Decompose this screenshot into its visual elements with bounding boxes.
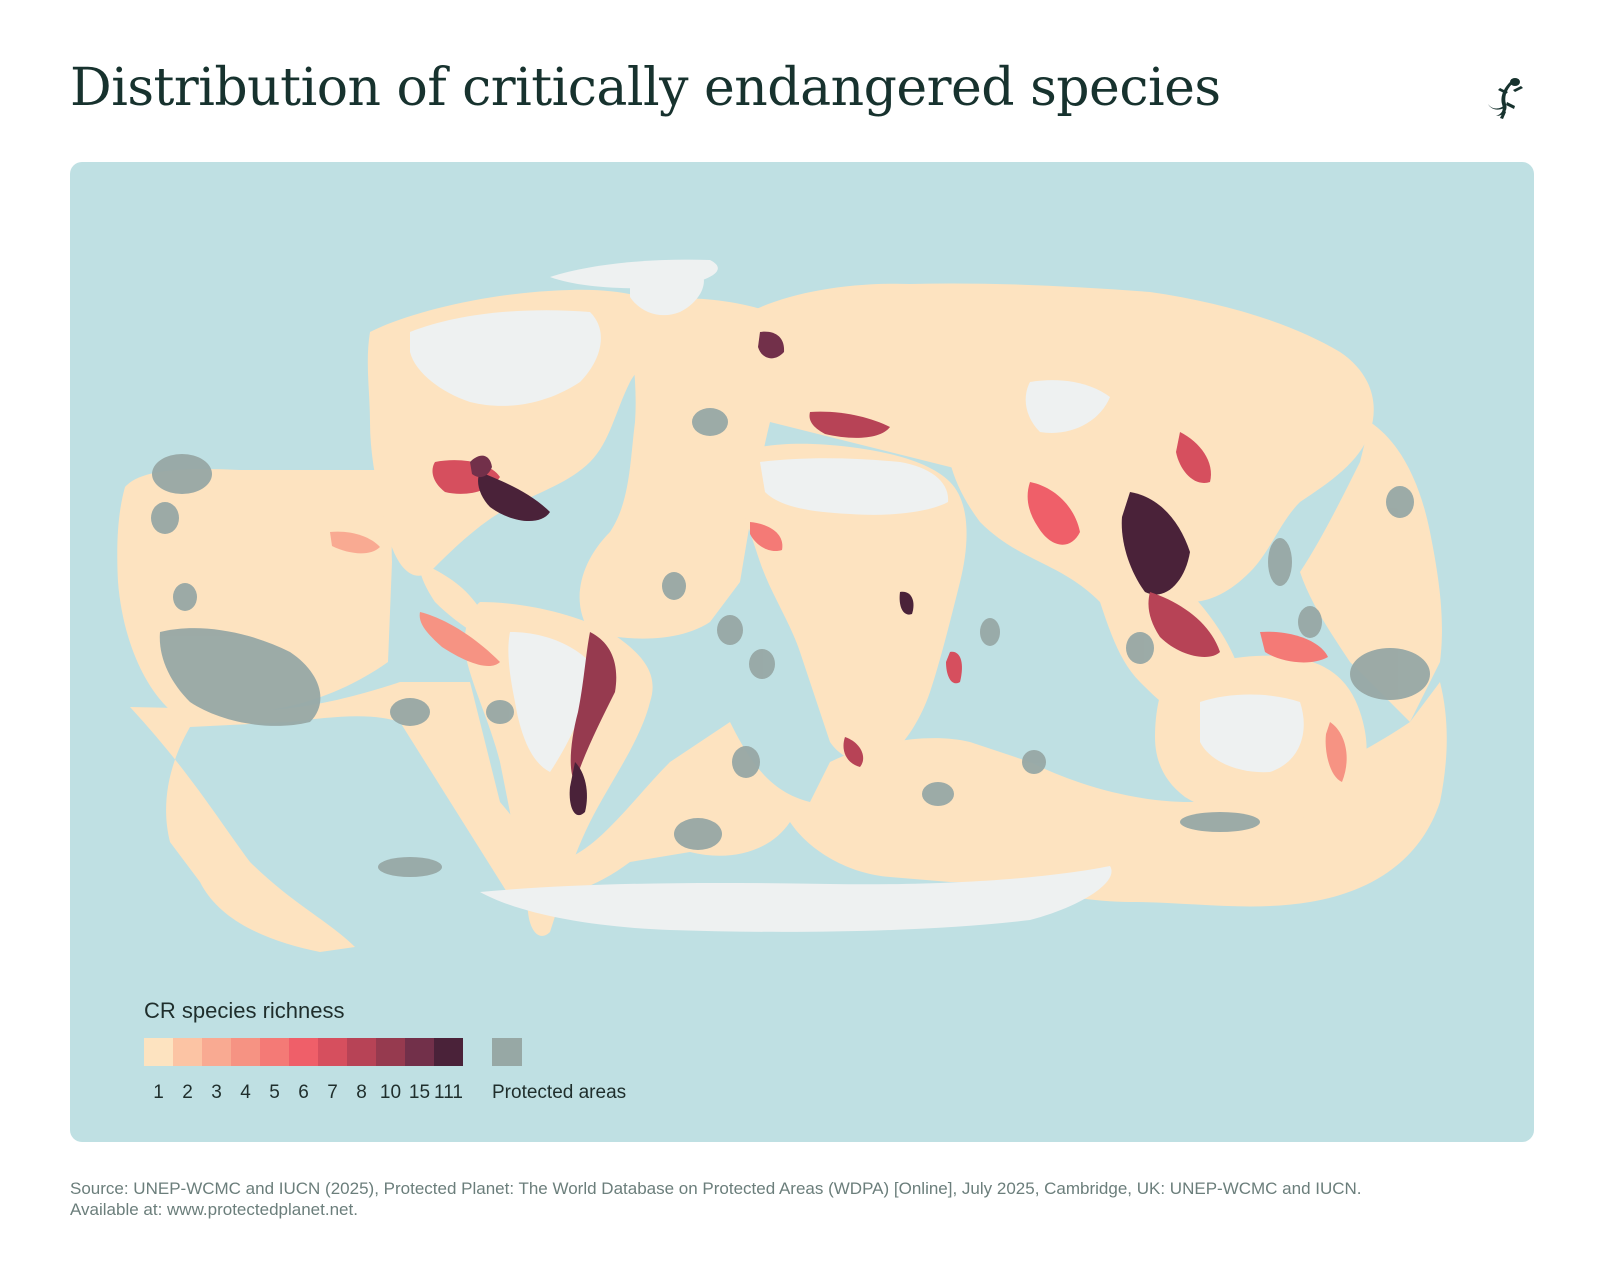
- protected-area: [378, 857, 442, 877]
- south-asia: [950, 462, 1243, 722]
- hotspot-madagascar: [946, 651, 962, 684]
- legend-class-label: 2: [182, 1082, 193, 1103]
- protected-area: [173, 583, 197, 611]
- world-map: [117, 259, 1447, 952]
- hotspot-southeast-asia: [1121, 492, 1190, 595]
- protected-area: [1298, 606, 1322, 638]
- central-asia: [1025, 380, 1110, 433]
- protected-area: [717, 615, 743, 645]
- legend-swatch: [434, 1038, 463, 1066]
- legend-class-label: 10: [379, 1082, 402, 1103]
- hotspot-argentina: [569, 762, 587, 816]
- hotspot-australia-east: [1325, 722, 1347, 782]
- source-note: Source: UNEP-WCMC and IUCN (2025), Prote…: [70, 1178, 1550, 1220]
- antarctica: [480, 866, 1112, 932]
- hotspot-south-africa: [843, 737, 864, 767]
- protected-area: [1126, 632, 1154, 664]
- page-title: Distribution of critically endangered sp…: [70, 58, 1221, 118]
- arctic-islands: [550, 259, 718, 289]
- protected-area: [922, 782, 954, 806]
- legend: CR species richness 1 2 3 4 5 6 7 8 10 15 111 Prot…: [144, 998, 684, 1108]
- protected-area: [1180, 812, 1260, 832]
- south-america-interior: [508, 632, 590, 772]
- protected-area: [159, 628, 321, 726]
- sahara: [760, 458, 949, 515]
- protected-area: [980, 618, 1000, 646]
- legend-protected-label: Protected areas: [492, 1082, 627, 1103]
- legend-swatch: [289, 1038, 318, 1066]
- southern-band: [130, 682, 1447, 952]
- legend-class-label: 15: [408, 1082, 431, 1103]
- richness-hotspots: [330, 331, 1347, 816]
- hotspot-florida: [470, 455, 492, 478]
- protected-area: [692, 408, 728, 436]
- hotspot-hawaii: [330, 531, 380, 554]
- source-line-1: Source: UNEP-WCMC and IUCN (2025), Prote…: [70, 1179, 1362, 1198]
- legend-class-label: 7: [327, 1082, 338, 1103]
- land-layer: [117, 264, 1447, 952]
- africa: [734, 443, 967, 764]
- legend-swatch: [405, 1038, 434, 1066]
- protected-area: [732, 746, 760, 778]
- protected-area: [1268, 538, 1292, 586]
- eurasia: [750, 283, 1374, 602]
- legend-swatch: [231, 1038, 260, 1066]
- hotspot-new-guinea: [1260, 631, 1328, 663]
- legend-class-labels: 1 2 3 4 5 6 7 8 10 15 111: [144, 1082, 463, 1104]
- legend-class-label: 1: [153, 1082, 164, 1103]
- legend-title: CR species richness: [144, 998, 345, 1023]
- protected-area: [152, 454, 212, 494]
- protected-area: [151, 502, 179, 534]
- protected-area: [390, 698, 430, 726]
- protected-area: [1386, 486, 1414, 518]
- hotspot-east-pacific: [419, 612, 500, 667]
- protected-area: [662, 572, 686, 600]
- hotspot-east-africa: [899, 591, 914, 615]
- world-map-panel: CR species richness 1 2 3 4 5 6 7 8 10 15 111 Prot…: [70, 162, 1534, 1142]
- protected-area: [1022, 750, 1046, 774]
- legend-swatch: [260, 1038, 289, 1066]
- north-atlantic-band: [579, 298, 790, 639]
- protected-areas: [151, 408, 1430, 877]
- canada-interior: [410, 310, 601, 406]
- hotspot-brazil-coast: [570, 632, 617, 782]
- gecko-logo-icon: [1488, 78, 1523, 119]
- hotspot-indochina-south: [1148, 592, 1220, 657]
- no-data-layer: [410, 259, 1304, 932]
- legend-class-label: 111: [434, 1082, 463, 1103]
- hotspot-britain: [758, 331, 785, 359]
- protected-area: [1350, 648, 1430, 700]
- legend-swatch: [173, 1038, 202, 1066]
- legend-swatch: [202, 1038, 231, 1066]
- hotspot-india: [1027, 482, 1080, 545]
- hotspot-china-coast: [1176, 432, 1211, 483]
- source-line-2: Available at: www.protectedplanet.net.: [70, 1200, 358, 1219]
- legend-protected-swatch: [492, 1038, 522, 1066]
- protected-area: [749, 649, 775, 679]
- legend-class-label: 4: [240, 1082, 251, 1103]
- hotspot-mediterranean: [809, 411, 890, 438]
- legend-class-label: 3: [211, 1082, 222, 1103]
- legend-class-label: 5: [269, 1082, 280, 1103]
- australia-interior: [1200, 694, 1304, 773]
- legend-class-label: 6: [298, 1082, 309, 1103]
- legend-swatch: [347, 1038, 376, 1066]
- hotspot-west-africa: [750, 522, 783, 552]
- legend-swatch: [318, 1038, 347, 1066]
- protected-area: [486, 700, 514, 724]
- hotspot-caribbean: [478, 472, 550, 522]
- legend-swatch: [376, 1038, 405, 1066]
- legend-swatch: [144, 1038, 173, 1066]
- protected-area: [674, 818, 722, 850]
- legend-class-label: 8: [356, 1082, 367, 1103]
- legend-color-ramp: [144, 1038, 463, 1066]
